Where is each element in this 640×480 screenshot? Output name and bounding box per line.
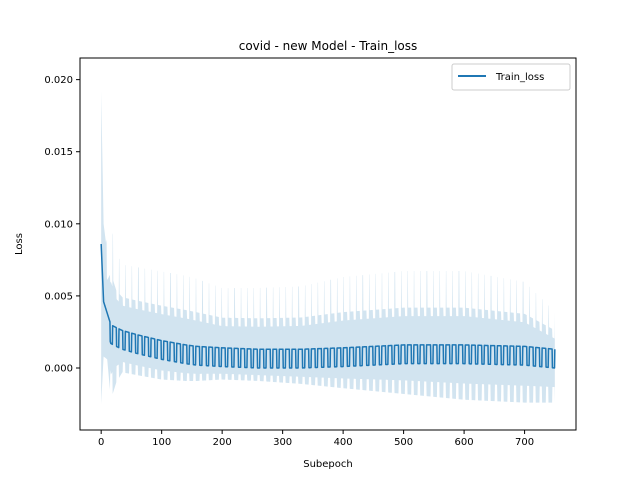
y-axis-ticks: 0.000 0.005 0.010 0.015 0.020 (44, 75, 80, 375)
x-tick-label: 600 (455, 437, 474, 448)
confidence-band-layer (101, 91, 555, 405)
x-axis-ticks: 0 100 200 300 400 500 600 700 (98, 430, 534, 448)
y-tick-label: 0.000 (44, 364, 73, 375)
x-tick-label: 400 (334, 437, 353, 448)
plot-area (100, 91, 556, 405)
legend-box (451, 63, 571, 91)
legend: Train_loss (451, 63, 571, 91)
legend-label-train-loss: Train_loss (495, 72, 544, 83)
confidence-band-train-loss (101, 91, 555, 405)
series-line-train-loss (100, 243, 556, 369)
axes-frame (79, 57, 577, 431)
y-tick-label: 0.010 (44, 219, 73, 230)
x-tick-label: 300 (273, 437, 292, 448)
x-tick-label: 0 (98, 437, 104, 448)
series-line-layer (100, 243, 556, 369)
x-tick-label: 100 (152, 437, 171, 448)
y-tick-label: 0.015 (44, 147, 73, 158)
y-axis-title: Loss (14, 233, 25, 255)
x-tick-label: 500 (394, 437, 413, 448)
chart-title: covid - new Model - Train_loss (239, 39, 418, 53)
y-tick-label: 0.020 (44, 75, 73, 86)
y-tick-label: 0.005 (44, 291, 73, 302)
x-axis-title: Subepoch (303, 459, 353, 470)
x-tick-label: 200 (213, 437, 232, 448)
x-tick-label: 700 (515, 437, 534, 448)
